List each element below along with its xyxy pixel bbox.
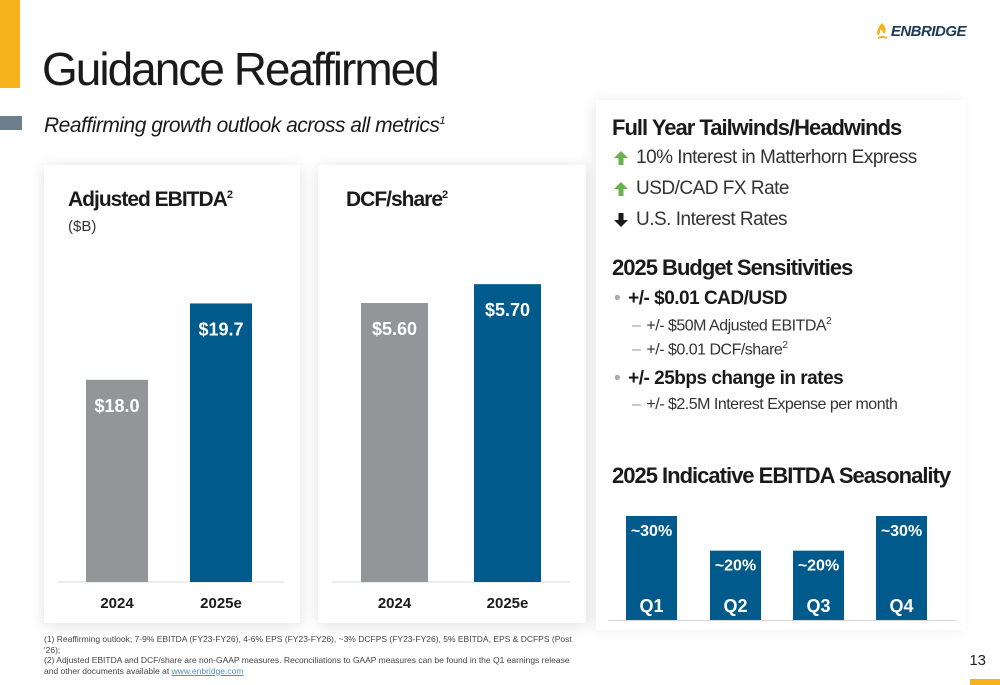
- sensitivity-sub-item: – +/- $2.5M Interest Expense per month: [632, 396, 898, 414]
- sensitivities-title: 2025 Budget Sensitivities: [612, 255, 853, 280]
- sub-note: 2: [782, 340, 788, 351]
- sensitivity-sub-item: – +/- $0.01 DCF/share2: [632, 340, 788, 359]
- seasonality-chart: ~30% Q1 ~20% Q2 ~20% Q3 ~30% Q4: [608, 516, 956, 621]
- x-tick-label: Q4: [889, 596, 913, 616]
- dcf-title-text: DCF/share: [346, 188, 443, 211]
- footnote-1: (1) Reaffirming outlook; 7-9% EBITDA (FY…: [44, 634, 572, 655]
- bar-2024: [361, 303, 428, 582]
- bar-value-label: $5.70: [485, 300, 530, 320]
- x-tick-label: 2024: [378, 595, 412, 612]
- bar-Q2: [710, 550, 761, 620]
- footnote-2-text: (2) Adjusted EBITDA and DCF/share are no…: [44, 655, 570, 676]
- x-tick-label: 2024: [100, 595, 134, 612]
- x-tick-label: 2025e: [487, 595, 529, 612]
- sub-text: +/- $0.01 DCF/share: [646, 341, 783, 359]
- enbridge-link[interactable]: www.enbridge.com: [171, 665, 244, 676]
- bar-Q3: [793, 550, 844, 620]
- adjusted-ebitda-chart: $18.0 2024 $19.7 2025e: [58, 303, 284, 612]
- dcf-title-note: 2: [442, 189, 448, 201]
- sensitivity-label: +/- $0.01 CAD/USD: [628, 288, 788, 309]
- tailwind-item-fx: USD/CAD FX Rate: [612, 178, 789, 200]
- headwind-label: U.S. Interest Rates: [636, 209, 788, 230]
- footnote-2: (2) Adjusted EBITDA and DCF/share are no…: [44, 655, 584, 676]
- bar-value-label: ~20%: [715, 558, 756, 575]
- page-number: 13: [969, 652, 986, 669]
- up-arrow-icon: [614, 151, 628, 165]
- x-tick-label: 2025e: [200, 595, 242, 612]
- sensitivity-sub-item: – +/- $50M Adjusted EBITDA2: [632, 316, 832, 335]
- page-subtitle: Reaffirming growth outlook across all me…: [44, 114, 445, 138]
- accent-bar: [0, 0, 20, 88]
- tailwind-label: USD/CAD FX Rate: [636, 178, 789, 199]
- bar-2025e: [474, 284, 541, 582]
- dcf-share-chart: $5.60 2024 $5.70 2025e: [332, 284, 570, 612]
- sub-dash: –: [632, 341, 641, 359]
- enbridge-flame-icon: [877, 23, 887, 39]
- x-tick-label: Q3: [806, 596, 830, 616]
- tailwind-label: 10% Interest in Matterhorn Express: [636, 147, 917, 168]
- down-arrow-icon: [614, 213, 628, 227]
- sensitivity-label: +/- 25bps change in rates: [628, 368, 844, 389]
- sensitivity-item-fx: • +/- $0.01 CAD/USD: [614, 288, 788, 310]
- bar-value-label: ~20%: [798, 558, 839, 575]
- sub-dash: –: [632, 317, 641, 335]
- seasonality-title: 2025 Indicative EBITDA Seasonality: [612, 463, 951, 488]
- sub-note: 2: [826, 316, 832, 327]
- x-tick-label: Q1: [639, 596, 663, 616]
- adjusted-ebitda-unit: ($B): [68, 218, 97, 235]
- bar-value-label: $5.60: [372, 319, 417, 339]
- subtitle-footnote-ref: 1: [439, 115, 445, 127]
- headwind-item-rates: U.S. Interest Rates: [612, 209, 788, 231]
- bullet-dot: •: [614, 368, 621, 389]
- tailwind-item-matterhorn: 10% Interest in Matterhorn Express: [612, 147, 917, 169]
- sensitivity-item-rates: • +/- 25bps change in rates: [614, 368, 844, 390]
- logo-text: ENBRIDGE: [890, 22, 967, 40]
- bar-2024: [86, 379, 148, 582]
- bar-Q1: [626, 516, 677, 620]
- footnotes: (1) Reaffirming outlook; 7-9% EBITDA (FY…: [44, 634, 584, 676]
- sub-dash: –: [632, 396, 641, 413]
- bar-value-label: ~30%: [881, 523, 922, 540]
- page-title: Guidance Reaffirmed: [42, 43, 440, 95]
- subtitle-text: Reaffirming growth outlook across all me…: [44, 114, 440, 137]
- tailwinds-title: Full Year Tailwinds/Headwinds: [612, 115, 902, 140]
- bottom-accent-bar: [970, 679, 1000, 685]
- sub-text: +/- $2.5M Interest Expense per month: [646, 396, 898, 413]
- enbridge-logo: ENBRIDGE: [875, 22, 967, 40]
- bar-2025e: [190, 303, 252, 582]
- bar-Q4: [876, 516, 927, 620]
- subtitle-marker: [0, 116, 22, 130]
- bar-value-label: ~30%: [631, 523, 672, 540]
- ebitda-title-text: Adjusted EBITDA: [68, 188, 228, 211]
- ebitda-title-note: 2: [226, 189, 233, 201]
- bar-value-label: $19.7: [198, 319, 243, 339]
- x-tick-label: Q2: [723, 596, 747, 616]
- sub-text: +/- $50M Adjusted EBITDA: [646, 317, 827, 335]
- adjusted-ebitda-title: Adjusted EBITDA2: [68, 188, 233, 212]
- dcf-share-title: DCF/share2: [346, 188, 448, 212]
- bullet-dot: •: [614, 288, 621, 309]
- up-arrow-icon: [614, 182, 628, 196]
- bar-value-label: $18.0: [94, 396, 139, 416]
